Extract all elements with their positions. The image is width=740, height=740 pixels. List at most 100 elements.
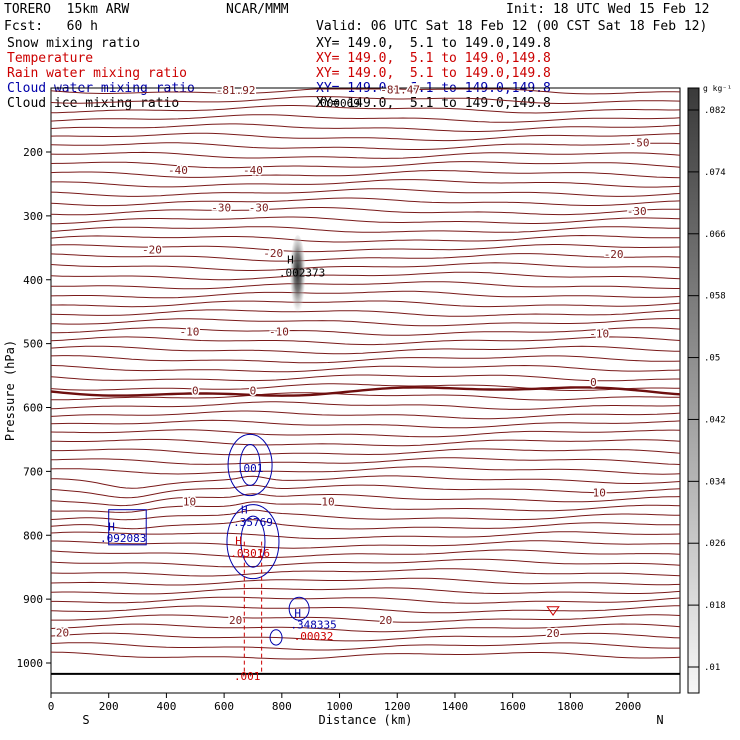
legend-label-rain: Rain water mixing ratio [7, 66, 188, 81]
isotherm [50, 290, 681, 299]
x-tick-label: 800 [272, 700, 292, 713]
center-title: NCAR/MMM [226, 2, 289, 17]
south-end-label: S [82, 713, 89, 727]
isotherm [50, 114, 681, 123]
isotherm [51, 596, 681, 604]
plot-frame [50, 87, 681, 694]
cloud-water-contour-tiny [269, 629, 283, 646]
isotherm [50, 429, 681, 438]
temperature-label: 20 [56, 626, 69, 639]
max-annotation: H [235, 534, 242, 547]
isotherm [51, 105, 681, 114]
isotherm [50, 364, 681, 373]
cloud-water-contours [108, 433, 310, 646]
temperature-label: 10 [593, 486, 606, 499]
temperature-label: 10 [321, 495, 334, 508]
temperature-label: 0 [192, 384, 199, 397]
cloud-water-contour-lower-inner [240, 515, 266, 568]
temperature-contour-labels: -81.92 -81.47 -50 -40 -40 -30 -30 -30 -20 -20 -20 -… [54, 82, 651, 642]
isotherm [50, 170, 681, 179]
isotherm [50, 253, 681, 262]
cloud-water-contour-small [288, 596, 310, 621]
snow-shading-blob [289, 235, 306, 319]
isotherm [50, 123, 681, 132]
temperature-label: -30 [211, 202, 231, 215]
temperature-label: -20 [263, 247, 283, 260]
isotherm [50, 642, 680, 651]
isotherm [50, 271, 681, 281]
x-tick-label: 1200 [384, 700, 411, 713]
isotherm [50, 309, 681, 317]
isotherm [51, 179, 681, 188]
isotherm [50, 142, 681, 150]
isotherm [50, 95, 681, 104]
temperature-label: 20 [229, 614, 242, 627]
north-end-label: N [656, 713, 663, 727]
max-annotation: .000069 [313, 97, 359, 110]
temperature-label: 10 [183, 495, 196, 508]
max-annotations: .000069H.002373.001H.35769H.03016H.09208… [100, 97, 360, 683]
isotherm [50, 188, 681, 197]
model-title: TORERO 15km ARW [4, 2, 130, 17]
isotherm [51, 327, 681, 336]
colorbar-tick-label: .042 [704, 415, 726, 425]
legend-label-snow: Snow mixing ratio [7, 36, 141, 51]
isotherm [50, 410, 681, 420]
temperature-label: -81.47 [380, 83, 420, 96]
max-annotation: .001 [234, 670, 261, 683]
isotherm [50, 392, 680, 401]
colorbar-tick-label: .034 [704, 477, 726, 487]
isotherm [50, 577, 681, 586]
isotherm [50, 318, 681, 327]
cloud-water-contour-upper-inner [239, 444, 261, 486]
max-annotation: H [287, 253, 294, 266]
max-annotation: .002373 [279, 267, 325, 280]
legend-label-cloud-ice: Cloud ice mixing ratio [7, 96, 180, 111]
y-tick-label: 900 [23, 593, 43, 606]
forecast-hour: Fcst: 60 h [4, 19, 98, 34]
isotherm [50, 531, 681, 540]
legend-label-temperature: Temperature [7, 51, 94, 66]
legend-xy-temperature: XY= 149.0, 5.1 to 149.0,149.8 [316, 51, 551, 66]
isotherm [50, 475, 681, 489]
y-tick-label: 800 [23, 529, 43, 542]
y-tick-label: 500 [23, 338, 43, 351]
isotherm [51, 614, 681, 623]
isotherm [50, 509, 681, 521]
isotherm [50, 632, 681, 642]
isotherm [50, 501, 681, 513]
temperature-label: -30 [627, 205, 647, 218]
colorbar-unit-label: g kg⁻¹ [703, 84, 732, 93]
temperature-isotherms [50, 88, 681, 675]
max-annotation: H [108, 520, 115, 533]
colorbar-tick-label: .074 [704, 168, 726, 178]
max-annotation: .001 [237, 462, 264, 475]
temperature-label: -40 [168, 164, 188, 177]
colorbar-tick-label: .066 [704, 230, 726, 240]
colorbar-tick-label: .018 [704, 601, 726, 611]
y-axis-title: Pressure (hPa) [3, 340, 17, 441]
y-tick-label: 600 [23, 402, 43, 415]
isotherm [50, 568, 681, 577]
axes: 0 200 400 600 800 1000 1200 1400 1600 1800 2000200… [3, 146, 664, 727]
x-axis-title: Distance (km) [319, 713, 413, 727]
colorbar-scale [687, 87, 700, 694]
isotherm [50, 457, 681, 465]
colorbar-tick-label: .058 [704, 292, 726, 302]
isotherm [50, 226, 680, 233]
isotherm [51, 540, 680, 549]
temperature-label: -10 [180, 325, 200, 338]
isotherm [50, 132, 681, 142]
isotherm [50, 484, 681, 499]
temperature-label: -20 [604, 248, 624, 261]
isotherm [50, 466, 681, 475]
isotherm [51, 281, 680, 290]
isotherm [50, 558, 681, 568]
plot-border [50, 87, 681, 694]
colorbar-tick-label: .05 [704, 354, 720, 364]
snow-mixing-shading [289, 235, 306, 319]
max-annotation: .348335 [290, 619, 336, 632]
colorbar-tick-label: .082 [704, 106, 726, 116]
temperature-label: -40 [243, 164, 263, 177]
isotherm [50, 244, 681, 253]
